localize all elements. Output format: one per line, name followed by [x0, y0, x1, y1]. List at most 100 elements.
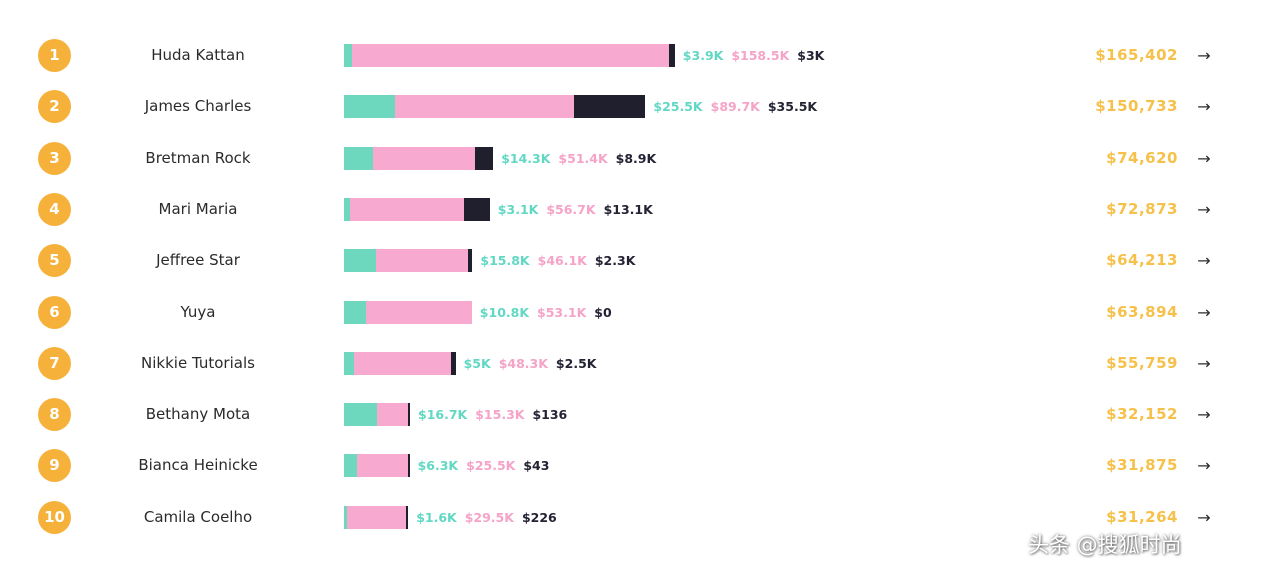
right-arrow-icon[interactable]: → — [1197, 456, 1211, 476]
person-name: Nikkie Tutorials — [141, 353, 255, 372]
bar-value-labels: $25.5K $89.7K $35.5K — [653, 95, 825, 118]
bar-segment-youtube — [344, 146, 373, 170]
value-label-other: $8.9K — [615, 150, 657, 166]
bar-value-labels: $14.3K $51.4K $8.9K — [501, 147, 664, 170]
rank-badge: 8 — [38, 398, 71, 432]
stacked-bar: $1.6K $29.5K $226 — [344, 505, 1084, 529]
person-name: Bethany Mota — [145, 405, 251, 424]
leaderboard-row: 1 Huda Kattan $3.9K $158.5K $3K $165,402 → — [0, 30, 1280, 81]
right-arrow-icon[interactable]: → — [1197, 199, 1211, 219]
right-arrow-icon[interactable]: → — [1197, 97, 1211, 117]
bar-value-labels: $3.1K $56.7K $13.1K — [498, 198, 661, 221]
person-name: Huda Kattan — [151, 46, 245, 64]
total-earnings: $72,873 — [1106, 199, 1178, 218]
bar-segment-youtube — [344, 351, 354, 375]
watermark: 头条 @搜狐时尚 — [1028, 533, 1182, 557]
bar-value-labels: $16.7K $15.3K $136 — [418, 403, 575, 426]
leaderboard-row: 5 Jeffree Star $15.8K $46.1K $2.3K $64,213 → — [0, 235, 1280, 286]
value-label-other: $13.1K — [603, 201, 653, 217]
right-arrow-icon[interactable]: → — [1197, 148, 1211, 168]
value-label-instagram: $89.7K — [710, 99, 760, 115]
bar-segment-other — [407, 454, 410, 478]
stacked-bar: $3.1K $56.7K $13.1K — [344, 197, 1084, 221]
bar-value-labels: $15.8K $46.1K $2.3K — [480, 249, 643, 272]
value-label-instagram: $25.5K — [466, 458, 516, 474]
person-name: Camila Coelho — [143, 507, 253, 526]
right-arrow-icon[interactable]: → — [1197, 507, 1211, 527]
value-label-youtube: $3.9K — [682, 48, 724, 63]
bar-segment-youtube — [344, 403, 378, 427]
bar-segment-youtube — [344, 454, 357, 478]
bar-segment-other — [467, 249, 473, 273]
value-label-youtube: $10.8K — [479, 304, 530, 320]
rank-badge: 5 — [38, 244, 71, 278]
leaderboard-row: 9 Bianca Heinicke $6.3K $25.5K $43 $31,875 → — [0, 440, 1280, 491]
bar-segment-instagram — [350, 197, 464, 221]
bar-value-labels: $6.3K $25.5K $43 — [418, 454, 558, 477]
value-label-youtube: $25.5K — [653, 99, 703, 115]
total-earnings: $31,875 — [1106, 456, 1178, 475]
total-earnings: $63,894 — [1106, 302, 1178, 321]
value-label-youtube: $6.3K — [417, 458, 459, 474]
bar-value-labels: $3.9K $158.5K $3K — [683, 44, 833, 67]
person-name: Yuya — [180, 302, 216, 321]
right-arrow-icon[interactable]: → — [1197, 302, 1211, 322]
value-label-youtube: $5K — [463, 355, 491, 371]
leaderboard-row: 8 Bethany Mota $16.7K $15.3K $136 $32,152 → — [0, 389, 1280, 440]
bar-segment-youtube — [344, 95, 395, 119]
bar-segment-instagram — [365, 300, 472, 324]
rank-badge: 9 — [38, 449, 71, 483]
bar-segment-other — [450, 351, 456, 375]
rank-badge: 2 — [38, 90, 71, 124]
value-label-instagram: $15.3K — [475, 407, 525, 423]
value-label-youtube: $15.8K — [480, 253, 530, 269]
stacked-bar: $6.3K $25.5K $43 — [344, 454, 1084, 478]
value-label-instagram: $56.7K — [546, 201, 596, 217]
bar-segment-instagram — [375, 249, 468, 273]
value-label-youtube: $1.6K — [416, 509, 457, 525]
leaderboard-row: 10 Camila Coelho $1.6K $29.5K $226 $31,264 → — [0, 492, 1280, 543]
leaderboard-row: 7 Nikkie Tutorials $5K $48.3K $2.5K $55,759 → — [0, 338, 1280, 389]
value-label-instagram: $51.4K — [558, 150, 608, 166]
bar-segment-instagram — [377, 403, 408, 427]
right-arrow-icon[interactable]: → — [1197, 46, 1211, 65]
bar-segment-youtube — [344, 249, 376, 273]
bar-segment-youtube — [344, 300, 366, 324]
value-label-youtube: $14.3K — [501, 150, 551, 166]
bar-value-labels: $10.8K $53.1K $0 — [480, 301, 620, 324]
total-earnings: $74,620 — [1106, 148, 1178, 167]
rank-badge: 6 — [38, 295, 71, 329]
bar-value-labels: $5K $48.3K $2.5K — [464, 352, 605, 375]
value-label-youtube: $16.7K — [418, 407, 468, 423]
value-label-other: $226 — [521, 509, 557, 525]
bar-value-labels: $1.6K $29.5K $226 — [416, 506, 565, 529]
person-name: Mari Maria — [158, 199, 238, 218]
bar-segment-other — [574, 95, 646, 119]
bar-segment-other — [406, 505, 409, 529]
bar-segment-youtube — [344, 197, 351, 221]
bar-segment-instagram — [347, 505, 407, 529]
value-label-youtube: $3.1K — [497, 201, 539, 217]
stacked-bar: $3.9K $158.5K $3K — [344, 44, 1084, 67]
total-earnings: $32,152 — [1106, 405, 1178, 424]
total-earnings: $64,213 — [1106, 251, 1178, 270]
person-name: Jeffree Star — [156, 251, 240, 270]
person-name: Bretman Rock — [145, 148, 251, 167]
total-earnings: $55,759 — [1106, 353, 1178, 372]
right-arrow-icon[interactable]: → — [1197, 405, 1211, 425]
value-label-instagram: $29.5K — [464, 509, 514, 525]
right-arrow-icon[interactable]: → — [1197, 251, 1211, 271]
leaderboard-row: 6 Yuya $10.8K $53.1K $0 $63,894 → — [0, 287, 1280, 338]
bar-segment-other — [463, 197, 490, 221]
rank-badge: 3 — [38, 141, 71, 175]
bar-segment-other — [668, 44, 675, 67]
person-name: James Charles — [144, 97, 252, 116]
right-arrow-icon[interactable]: → — [1197, 353, 1211, 373]
rank-badge: 1 — [38, 39, 71, 72]
value-label-other: $2.3K — [594, 253, 636, 269]
value-label-instagram: $46.1K — [537, 253, 587, 269]
bar-segment-instagram — [395, 95, 575, 119]
value-label-other: $136 — [532, 407, 568, 423]
value-label-instagram: $48.3K — [498, 355, 548, 371]
total-earnings: $165,402 — [1095, 46, 1178, 64]
